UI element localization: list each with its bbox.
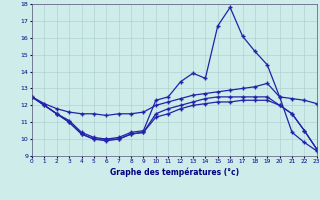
X-axis label: Graphe des températures (°c): Graphe des températures (°c) (110, 167, 239, 177)
